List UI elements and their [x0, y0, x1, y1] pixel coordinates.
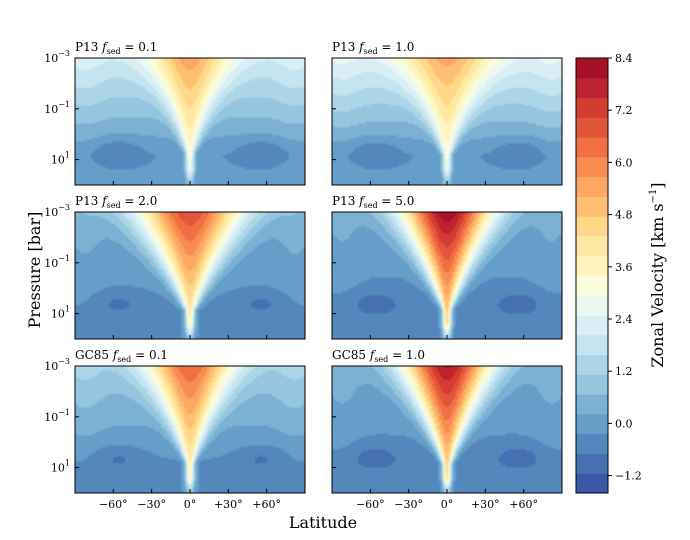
x-tick-label: +60°	[509, 498, 538, 511]
colorbar-level	[576, 77, 608, 99]
colorbar-tick-label: 6.0	[615, 156, 633, 169]
x-tick-label: +30°	[214, 498, 243, 511]
panel-title: P13 fsed = 2.0	[75, 194, 157, 210]
y-tick-label: 10−3	[44, 49, 70, 65]
panel-title: GC85 fsed = 1.0	[332, 348, 425, 364]
contour-field	[332, 58, 562, 185]
colorbar-level	[576, 117, 608, 138]
colorbar-level	[576, 374, 608, 395]
contour-field	[332, 366, 562, 493]
colorbar-tick-label: 4.8	[615, 209, 633, 222]
colorbar-tick-label: 2.4	[615, 313, 633, 326]
colorbar-level	[576, 137, 608, 158]
colorbar-tick-label: 0.0	[615, 417, 633, 430]
colorbar-level	[576, 334, 608, 356]
contour-field	[332, 212, 562, 339]
x-tick-label: +30°	[471, 498, 500, 511]
colorbar-level	[576, 473, 608, 494]
panel-5: GC85 fsed = 0.1 −60° −30° 0° +30° +60° 10−3 10−…	[44, 348, 306, 511]
x-tick-label: −60°	[99, 498, 128, 511]
colorbar-level	[576, 156, 608, 178]
y-tick-label: 101	[51, 305, 70, 321]
panel-title: GC85 fsed = 0.1	[75, 348, 168, 364]
colorbar-level	[576, 295, 608, 316]
colorbar-frame	[575, 57, 609, 494]
panel-title: P13 fsed = 0.1	[75, 40, 157, 56]
contour-field	[75, 58, 305, 185]
y-tick-label: 10−1	[44, 100, 70, 116]
panel-3: P13 fsed = 2.0 10−3 10−1 101	[44, 194, 306, 340]
colorbar-level	[576, 453, 608, 474]
panel-4: P13 fsed = 5.0	[331, 194, 563, 340]
x-tick-label: −30°	[394, 498, 423, 511]
x-axis-label: Latitude	[289, 513, 357, 532]
colorbar-level	[576, 255, 608, 276]
colorbar-level	[576, 433, 608, 454]
colorbar-tick-label: 3.6	[615, 261, 633, 274]
colorbar-label: Zonal Velocity [km s−1]	[648, 182, 667, 367]
panel-1: P13 fsed = 0.1 10−3 10−1 101	[44, 40, 306, 186]
panel-2: P13 fsed = 1.0	[331, 40, 563, 186]
x-tick-label: −60°	[356, 498, 385, 511]
colorbar: 8.4 7.2 6.0 4.8 3.6 2.4 1.2 0.0 −1.2 Zonal Veloci…	[575, 52, 667, 494]
x-tick-label: 0°	[184, 498, 197, 511]
x-tick-label: −30°	[137, 498, 166, 511]
colorbar-tick-label: −1.2	[615, 470, 642, 483]
colorbar-tick-label: 8.4	[615, 52, 633, 65]
panel-title: P13 fsed = 5.0	[332, 194, 414, 210]
colorbar-level	[576, 58, 608, 79]
colorbar-level	[576, 196, 608, 217]
y-tick-label: 10−3	[44, 203, 70, 219]
y-tick-label: 101	[51, 151, 70, 167]
y-axis-label: Pressure [bar]	[25, 212, 44, 329]
x-tick-label: 0°	[441, 498, 454, 511]
contour-field	[75, 212, 305, 339]
colorbar-level	[576, 235, 608, 257]
x-tick-label: +60°	[252, 498, 281, 511]
colorbar-level	[576, 394, 608, 415]
y-tick-label: 101	[51, 459, 70, 475]
colorbar-level	[576, 176, 608, 197]
colorbar-level	[576, 275, 608, 296]
panels-group: P13 fsed = 0.1 10−3 10−1 101 P13 fsed = 1.0 P…	[44, 40, 563, 511]
contour-field	[75, 366, 305, 493]
y-tick-label: 10−1	[44, 254, 70, 270]
panel-6: GC85 fsed = 1.0 −60° −30° 0° +30° +60°	[331, 348, 563, 511]
colorbar-level	[576, 413, 608, 435]
colorbar-level	[576, 315, 608, 336]
colorbar-level	[576, 216, 608, 237]
y-tick-label: 10−3	[44, 357, 70, 373]
panel-title: P13 fsed = 1.0	[332, 40, 414, 56]
colorbar-level	[576, 354, 608, 375]
y-tick-label: 10−1	[44, 408, 70, 424]
colorbar-tick-label: 7.2	[615, 104, 633, 117]
colorbar-level	[576, 97, 608, 118]
colorbar-tick-label: 1.2	[615, 365, 633, 378]
